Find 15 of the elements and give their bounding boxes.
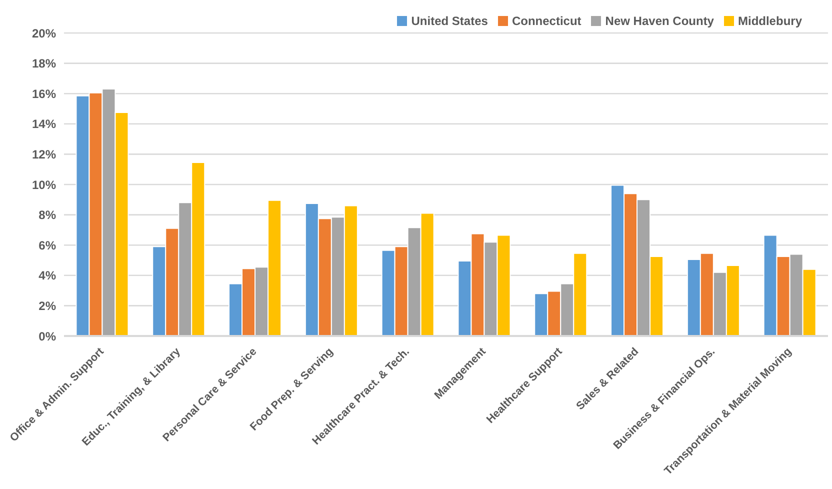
y-tick-label: 6% [38,238,56,252]
y-tick-label: 20% [32,26,56,40]
y-tick-label: 12% [32,147,56,162]
legend-label: United States [411,14,488,28]
y-tick-label: 8% [38,208,56,222]
y-tick-label: 16% [32,86,56,101]
y-tick-label: 14% [32,117,56,132]
y-tick-label: 2% [38,298,56,313]
legend-label: New Haven County [605,14,714,28]
y-tick-label: 10% [32,178,56,192]
y-tick-label: 4% [38,268,56,283]
legend-label: Middlebury [738,14,802,28]
legend-label: Connecticut [512,14,582,28]
y-tick-label: 18% [32,56,56,71]
y-tick-label: 0% [38,329,56,344]
